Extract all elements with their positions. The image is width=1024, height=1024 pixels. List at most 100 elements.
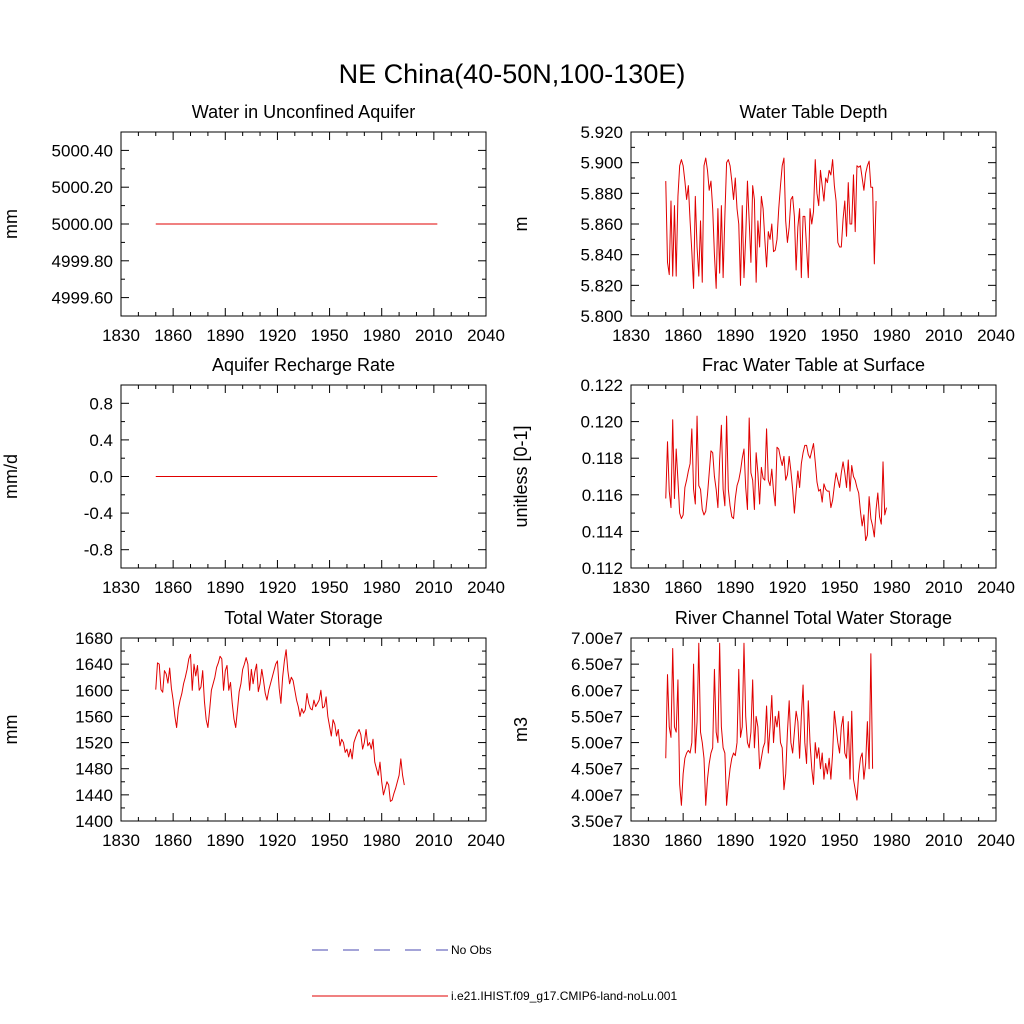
y-tick-label: 5000.40 (52, 141, 113, 160)
x-tick-label: 1950 (311, 326, 349, 345)
y-tick-label: 0.4 (89, 431, 113, 450)
y-tick-label: 5.820 (580, 276, 623, 295)
legend-entry: No Obs (312, 943, 492, 957)
x-tick-label: 1950 (821, 326, 859, 345)
y-tick-label: 0.118 (582, 449, 623, 468)
y-tick-label: 4999.60 (52, 289, 113, 308)
x-tick-label: 1950 (311, 831, 349, 850)
x-tick-label: 1860 (664, 326, 702, 345)
x-tick-label: 1860 (154, 326, 192, 345)
y-axis-label: unitless [0-1] (511, 425, 531, 527)
y-tick-label: 5000.20 (52, 178, 113, 197)
y-tick-label: 6.00e7 (571, 681, 623, 700)
y-tick-label: 0.114 (582, 522, 623, 541)
y-tick-label: 1600 (75, 681, 113, 700)
y-tick-label: 1520 (75, 734, 113, 753)
x-tick-label: 1920 (259, 578, 297, 597)
y-tick-label: 0.0 (89, 468, 113, 487)
y-axis-label: m (511, 217, 531, 232)
series-line (665, 157, 877, 289)
y-tick-label: 5.840 (580, 246, 623, 265)
figure-title: NE China(40-50N,100-130E) (339, 59, 686, 89)
plot-frame (630, 384, 997, 569)
x-tick-label: 1830 (612, 326, 650, 345)
x-tick-label: 1890 (206, 326, 244, 345)
legend-entry: i.e21.IHIST.f09_g17.CMIP6-land-noLu.001 (312, 989, 677, 1003)
x-tick-label: 2010 (925, 326, 963, 345)
y-tick-label: 6.50e7 (571, 655, 623, 674)
y-axis-label: mm (1, 715, 21, 745)
x-tick-label: 1950 (821, 831, 859, 850)
y-tick-label: 4999.80 (52, 252, 113, 271)
plot-frame (630, 131, 997, 317)
y-tick-label: 1680 (75, 629, 113, 648)
y-tick-label: -0.4 (84, 504, 113, 523)
y-tick-label: 1400 (75, 812, 113, 831)
chart-panels: Water in Unconfined Aquifer mm 1830 1860 189… (1, 102, 1015, 850)
x-tick-label: 2040 (977, 326, 1015, 345)
x-tick-label: 1890 (716, 326, 754, 345)
x-tick-label: 1920 (769, 578, 807, 597)
y-tick-label: 5.860 (580, 215, 623, 234)
y-tick-label: 1560 (75, 707, 113, 726)
x-tick-label: 1950 (311, 578, 349, 597)
y-tick-label: 0.8 (89, 394, 113, 413)
x-tick-label: 1920 (769, 326, 807, 345)
x-tick-label: 1890 (206, 578, 244, 597)
x-tick-label: 1830 (612, 831, 650, 850)
chart-title: Total Water Storage (224, 608, 382, 628)
series-line (155, 649, 405, 802)
y-tick-label: 5.900 (580, 154, 623, 173)
x-tick-label: 2040 (467, 326, 505, 345)
y-tick-label: 5.920 (580, 123, 623, 142)
x-tick-label: 2010 (415, 578, 453, 597)
y-tick-label: 0.116 (582, 486, 623, 505)
chart-title: Frac Water Table at Surface (702, 355, 925, 375)
x-tick-label: 1860 (664, 831, 702, 850)
chart-title: Aquifer Recharge Rate (212, 355, 395, 375)
x-tick-label: 2010 (925, 578, 963, 597)
x-tick-label: 2040 (977, 831, 1015, 850)
y-tick-label: 0.112 (582, 559, 623, 578)
x-tick-label: 2010 (415, 831, 453, 850)
x-tick-label: 1980 (873, 831, 911, 850)
chart-aquifer-recharge-rate: Aquifer Recharge Rate mm/d 1830 1860 1890 192… (1, 355, 505, 597)
x-tick-label: 2040 (467, 831, 505, 850)
series-line (665, 415, 887, 542)
x-tick-label: 1950 (821, 578, 859, 597)
y-tick-label: 3.50e7 (571, 812, 623, 831)
x-tick-label: 1830 (102, 578, 140, 597)
y-tick-label: 5.00e7 (571, 734, 623, 753)
series-line (665, 642, 874, 806)
x-tick-label: 1830 (612, 578, 650, 597)
x-tick-label: 1830 (102, 326, 140, 345)
chart-frac-water-table-at-surface: Frac Water Table at Surface unitless [0-1… (511, 355, 1015, 597)
y-tick-label: 1440 (75, 786, 113, 805)
x-tick-label: 2040 (467, 578, 505, 597)
x-tick-label: 1980 (873, 326, 911, 345)
x-tick-label: 1980 (363, 326, 401, 345)
plot-frame (120, 637, 487, 822)
x-tick-label: 1920 (259, 326, 297, 345)
chart-water-in-unconfined-aquifer: Water in Unconfined Aquifer mm 1830 1860 189… (1, 102, 505, 345)
y-tick-label: 5000.00 (52, 215, 113, 234)
x-tick-label: 1980 (873, 578, 911, 597)
y-tick-label: 0.122 (580, 376, 623, 395)
chart-title: River Channel Total Water Storage (675, 608, 952, 628)
y-tick-label: -0.8 (84, 541, 113, 560)
x-tick-label: 1830 (102, 831, 140, 850)
x-tick-label: 1920 (769, 831, 807, 850)
y-tick-label: 4.50e7 (571, 760, 623, 779)
y-tick-label: 5.880 (580, 184, 623, 203)
x-tick-label: 2010 (925, 831, 963, 850)
plot-frame (630, 637, 997, 822)
chart-title: Water in Unconfined Aquifer (192, 102, 415, 122)
y-axis-label: mm (1, 209, 21, 239)
y-axis-label: mm/d (1, 454, 21, 499)
x-tick-label: 1890 (716, 831, 754, 850)
legend-label: i.e21.IHIST.f09_g17.CMIP6-land-noLu.001 (451, 989, 677, 1003)
x-tick-label: 1860 (154, 831, 192, 850)
x-tick-label: 1980 (363, 578, 401, 597)
legend: No Obs i.e21.IHIST.f09_g17.CMIP6-land-noL… (312, 943, 677, 1003)
x-tick-label: 1860 (154, 578, 192, 597)
